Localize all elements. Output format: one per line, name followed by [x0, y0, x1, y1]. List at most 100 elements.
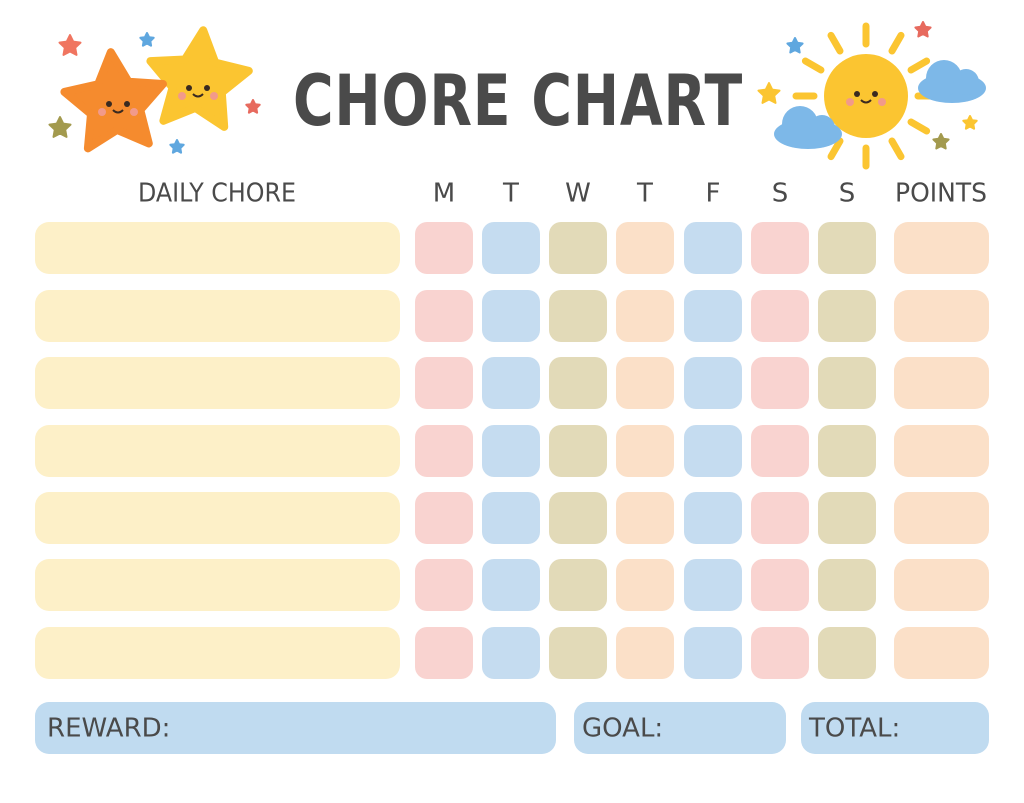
chore-box [35, 222, 400, 274]
day-header: M [433, 179, 455, 209]
star [962, 115, 978, 130]
day-box [616, 425, 674, 477]
title: CHORE CHART [293, 60, 743, 142]
day-box [818, 222, 876, 274]
day-box [415, 492, 473, 544]
day-box [482, 559, 540, 611]
star [932, 133, 950, 150]
day-box [616, 222, 674, 274]
star [139, 32, 155, 47]
day-box [482, 357, 540, 409]
day-box [751, 425, 809, 477]
cheek [210, 92, 218, 100]
day-box [684, 290, 742, 342]
day-box [415, 357, 473, 409]
sun-ray [827, 137, 844, 161]
chore-box [35, 425, 400, 477]
day-box [684, 222, 742, 274]
smile [192, 93, 204, 98]
day-box [751, 627, 809, 679]
eye [204, 85, 210, 91]
star [169, 139, 185, 154]
day-header: W [565, 179, 591, 209]
day-box [751, 222, 809, 274]
day-box [616, 357, 674, 409]
day-header: S [839, 179, 856, 209]
day-box [684, 357, 742, 409]
day-box [482, 290, 540, 342]
day-box [616, 627, 674, 679]
day-box [818, 559, 876, 611]
chore-box [35, 357, 400, 409]
eye [854, 91, 860, 97]
day-box [549, 627, 607, 679]
day-box [818, 290, 876, 342]
cheek [98, 108, 106, 116]
points-box [894, 425, 989, 477]
day-box [684, 559, 742, 611]
points-box [894, 492, 989, 544]
star [60, 48, 167, 153]
day-box [751, 290, 809, 342]
goal-label: GOAL: [582, 714, 663, 744]
eye [186, 85, 192, 91]
points-box [894, 627, 989, 679]
star [757, 82, 781, 104]
star [245, 99, 261, 114]
day-header: T [502, 179, 519, 209]
chore-box [35, 492, 400, 544]
star [146, 26, 253, 131]
day-box [549, 559, 607, 611]
day-box [482, 627, 540, 679]
decorations [48, 21, 986, 170]
star [58, 34, 82, 56]
day-box [616, 559, 674, 611]
cheek [130, 108, 138, 116]
sun-ray [827, 31, 844, 55]
day-box [751, 492, 809, 544]
points-box [894, 290, 989, 342]
sun-ray [907, 118, 931, 135]
smile [112, 109, 124, 114]
points-box [894, 357, 989, 409]
points-box [894, 559, 989, 611]
day-box [818, 357, 876, 409]
day-header: F [706, 179, 721, 209]
sun-ray [907, 57, 931, 74]
day-box [415, 559, 473, 611]
cloud [953, 69, 979, 95]
sun-ray [888, 31, 905, 55]
day-box [549, 492, 607, 544]
eye [872, 91, 878, 97]
day-header: S [772, 179, 789, 209]
star [786, 37, 804, 54]
goal-box [574, 702, 786, 754]
day-box [415, 627, 473, 679]
eye [106, 101, 112, 107]
day-box [482, 222, 540, 274]
sun-ray [801, 57, 825, 74]
points-header: POINTS [895, 179, 987, 209]
day-box [684, 492, 742, 544]
cheek [878, 98, 886, 106]
day-box [751, 559, 809, 611]
day-box [616, 290, 674, 342]
cloud [926, 60, 962, 96]
day-box [684, 627, 742, 679]
day-box [616, 492, 674, 544]
eye [124, 101, 130, 107]
day-box [684, 425, 742, 477]
day-box [482, 492, 540, 544]
star [914, 21, 932, 38]
day-box [549, 222, 607, 274]
reward-box [35, 702, 556, 754]
day-box [415, 222, 473, 274]
total-label: TOTAL: [808, 714, 900, 744]
chore-box [35, 627, 400, 679]
day-box [482, 425, 540, 477]
day-box [415, 290, 473, 342]
day-header: T [636, 179, 653, 209]
cloud [809, 115, 835, 141]
